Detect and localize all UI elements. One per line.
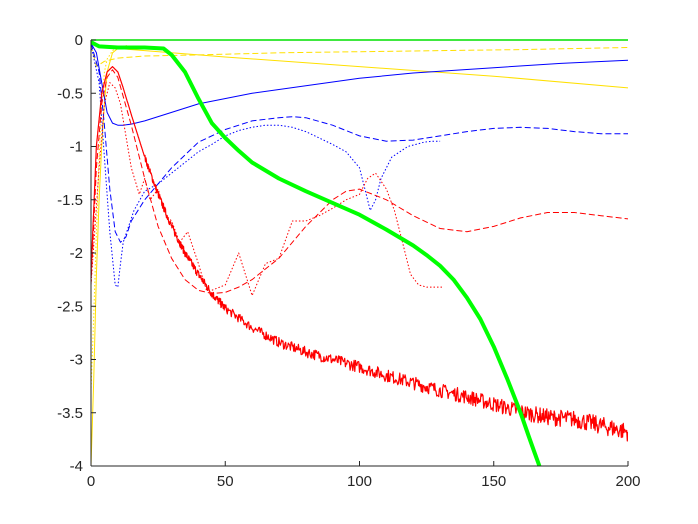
series-line-9 — [91, 82, 443, 297]
x-tick-label: 150 — [481, 473, 506, 490]
y-tick-label: -3 — [70, 352, 83, 369]
y-tick-label: -1.5 — [57, 192, 83, 209]
x-tick-label: 50 — [217, 473, 234, 490]
y-tick-label: -0.5 — [57, 85, 83, 102]
x-tick-label: 0 — [87, 473, 95, 490]
series-line-4 — [91, 42, 628, 126]
y-tick-label: -3.5 — [57, 405, 83, 422]
series-line-5 — [91, 43, 628, 243]
y-tick-label: -1 — [70, 139, 83, 156]
series-line-6 — [91, 45, 441, 288]
y-tick-label: -4 — [70, 458, 83, 475]
series-line-10 — [91, 40, 542, 467]
plot-area — [91, 39, 628, 467]
axes: 0 50 100 150 200 0 -0.5 -1 -1.5 -2 -2.5 -3 -3.5 -4 — [57, 32, 640, 490]
x-tick-label: 200 — [615, 473, 640, 490]
y-tick-label: -2.5 — [57, 298, 83, 315]
y-tick-label: 0 — [75, 32, 83, 49]
y-tick-label: -2 — [70, 245, 83, 262]
series-line-7 — [91, 66, 628, 442]
x-tick-label: 100 — [347, 473, 372, 490]
series-line-8 — [91, 69, 628, 294]
series-line-2 — [91, 48, 628, 467]
